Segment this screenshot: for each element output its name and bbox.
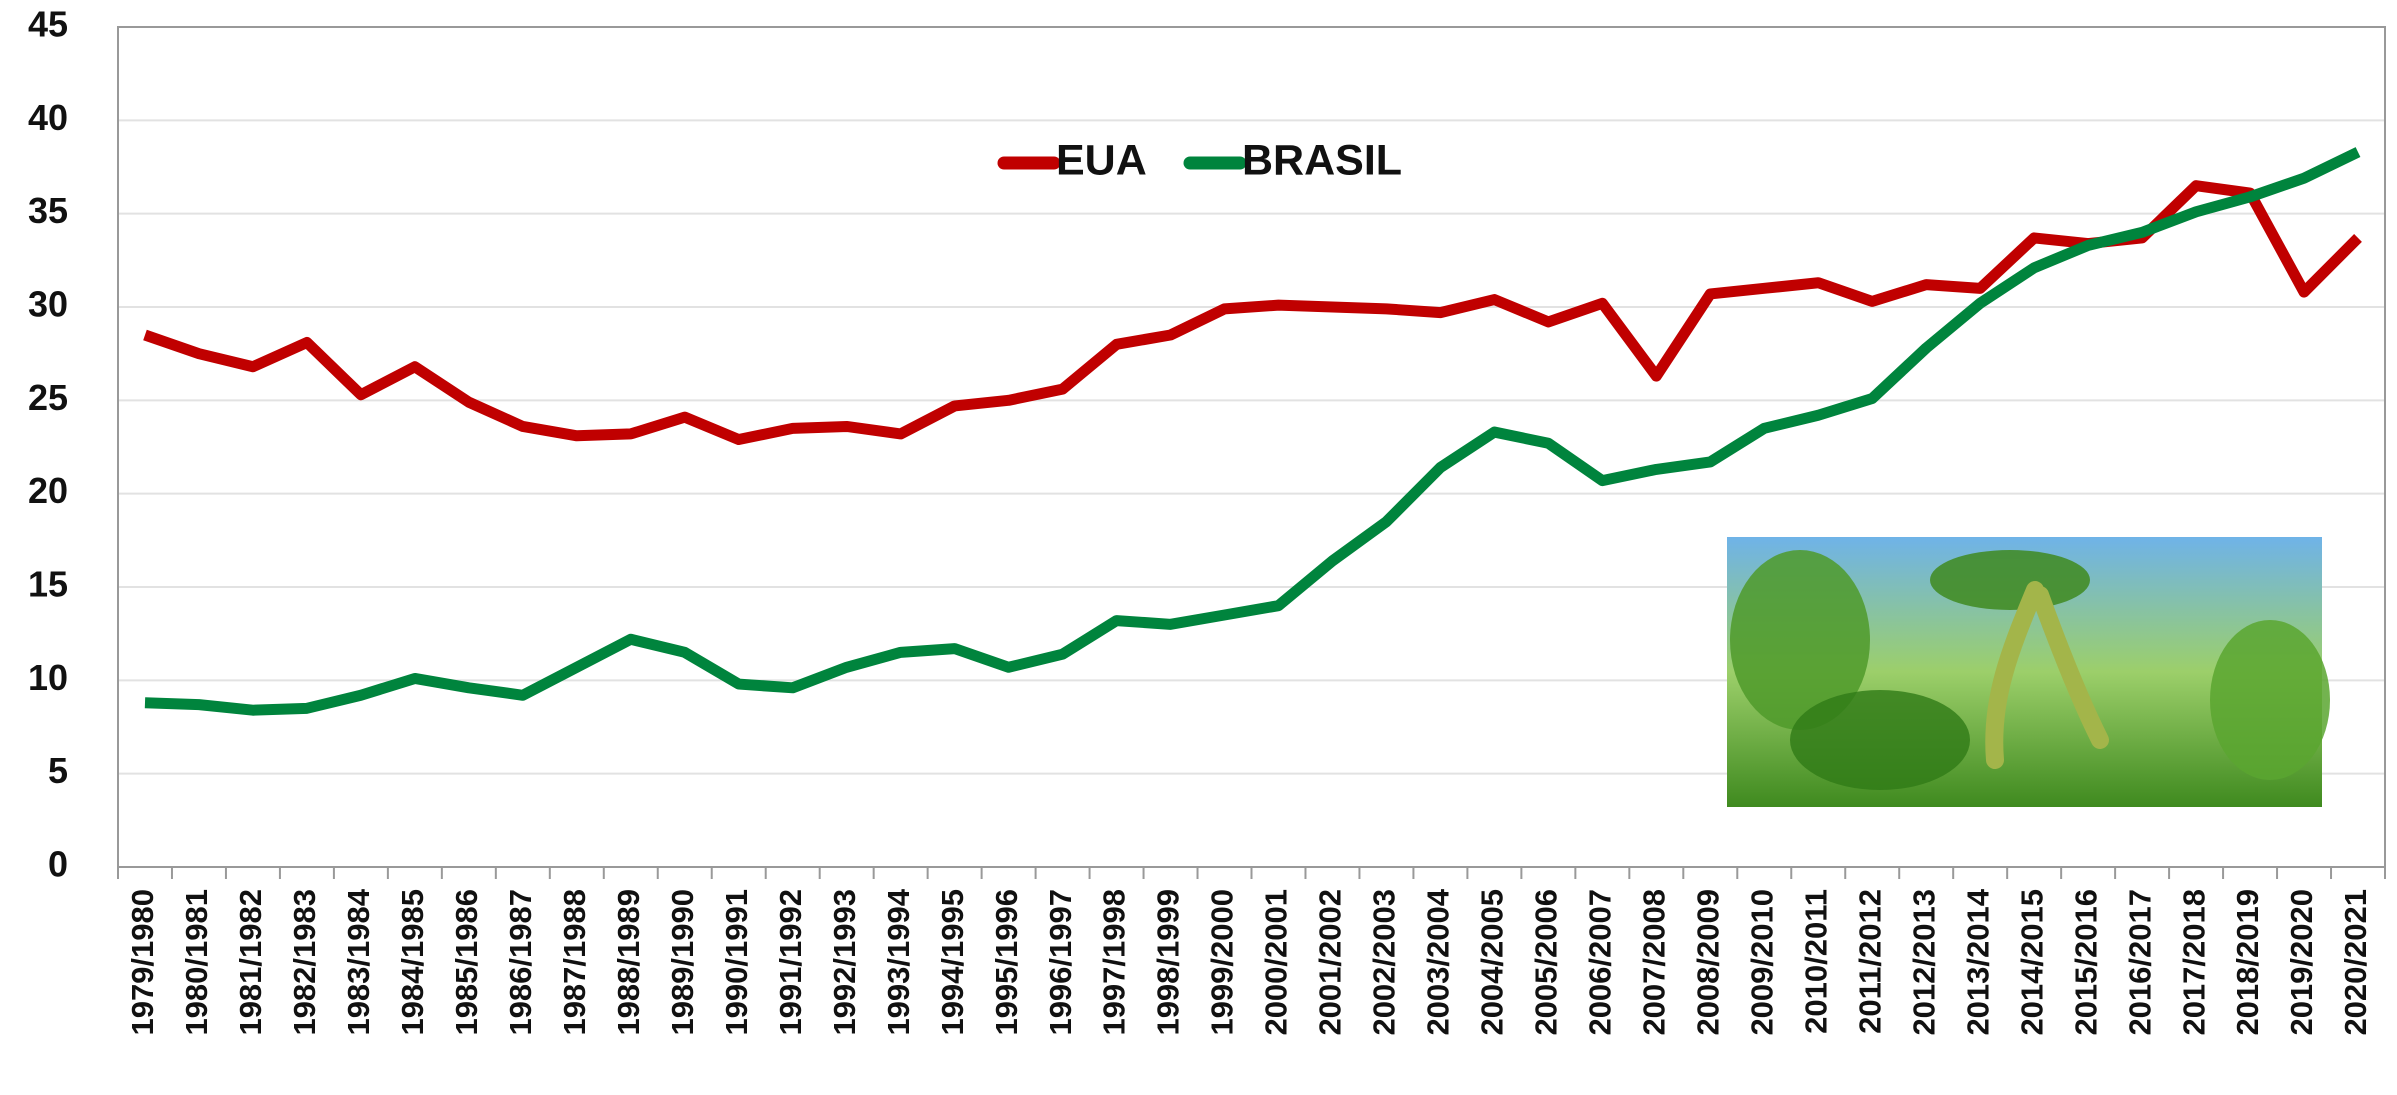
y-tick-label: 10 bbox=[28, 657, 68, 698]
x-tick-label: 1998/1999 bbox=[1151, 889, 1186, 1036]
x-tick-label: 1995/1996 bbox=[989, 889, 1024, 1036]
x-tick-label: 1981/1982 bbox=[233, 889, 268, 1036]
x-tick-label: 2010/2011 bbox=[1798, 889, 1833, 1034]
x-tick-label: 2006/2007 bbox=[1583, 889, 1618, 1036]
x-tick-label: 1992/1993 bbox=[827, 889, 862, 1036]
y-tick-label: 30 bbox=[28, 284, 68, 325]
y-tick-label: 35 bbox=[28, 190, 68, 231]
data-line bbox=[144, 147, 2361, 716]
x-tick-label: 2018/2019 bbox=[2230, 889, 2265, 1036]
x-tick-label: 2013/2014 bbox=[1960, 888, 1995, 1035]
x-tick-label: 2009/2010 bbox=[1744, 889, 1779, 1036]
x-tick-label: 2000/2001 bbox=[1259, 889, 1294, 1036]
y-tick-label: 0 bbox=[48, 844, 68, 885]
x-tick-label: 1984/1985 bbox=[395, 889, 430, 1036]
data-line bbox=[143, 180, 2362, 446]
x-tick-label: 2016/2017 bbox=[2122, 889, 2157, 1036]
x-tick-label: 1986/1987 bbox=[503, 889, 538, 1036]
x-tick-label: 2012/2013 bbox=[1906, 889, 1941, 1036]
x-tick-label: 2015/2016 bbox=[2068, 889, 2103, 1036]
x-tick-label: 1989/1990 bbox=[665, 889, 700, 1036]
x-tick-label: 2011/2012 bbox=[1852, 889, 1887, 1034]
x-tick-label: 1999/2000 bbox=[1205, 889, 1240, 1036]
x-tick-label: 2002/2003 bbox=[1367, 889, 1402, 1036]
y-tick-label: 20 bbox=[28, 470, 68, 511]
x-tick-label: 2007/2008 bbox=[1637, 889, 1672, 1036]
x-tick-label: 1997/1998 bbox=[1097, 889, 1132, 1036]
y-tick-label: 15 bbox=[28, 564, 68, 605]
x-tick-label: 1988/1989 bbox=[611, 889, 646, 1036]
y-tick-label: 5 bbox=[48, 750, 68, 791]
x-tick-label: 2014/2015 bbox=[2014, 889, 2049, 1036]
x-tick-label: 2005/2006 bbox=[1529, 889, 1564, 1036]
x-tick-label: 2008/2009 bbox=[1690, 889, 1725, 1036]
x-tick-label: 1987/1988 bbox=[557, 889, 592, 1036]
y-tick-label: 40 bbox=[28, 97, 68, 138]
x-tick-label: 1980/1981 bbox=[179, 889, 214, 1036]
x-tick-label: 2003/2004 bbox=[1421, 888, 1456, 1035]
x-tick-label: 1994/1995 bbox=[935, 889, 970, 1036]
x-tick-label: 2017/2018 bbox=[2176, 889, 2211, 1036]
x-tick-label: 1982/1983 bbox=[287, 889, 322, 1036]
x-tick-label: 1990/1991 bbox=[719, 889, 754, 1036]
legend-label: BRASIL bbox=[1242, 136, 1402, 184]
x-tick-label: 1983/1984 bbox=[341, 888, 376, 1035]
x-tick-label: 1996/1997 bbox=[1043, 889, 1078, 1036]
x-tick-label: 2001/2002 bbox=[1313, 889, 1348, 1036]
x-tick-label: 2020/2021 bbox=[2338, 889, 2373, 1036]
x-tick-label: 1985/1986 bbox=[449, 889, 484, 1036]
soy-photo bbox=[1727, 537, 2330, 807]
y-tick-label: 45 bbox=[28, 4, 68, 45]
legend-label: EUA bbox=[1056, 136, 1147, 184]
x-tick-label: 1979/1980 bbox=[125, 889, 160, 1036]
y-tick-label: 25 bbox=[28, 377, 68, 418]
x-tick-label: 2019/2020 bbox=[2284, 889, 2319, 1036]
x-tick-label: 1993/1994 bbox=[881, 888, 916, 1035]
x-tick-label: 2004/2005 bbox=[1475, 889, 1510, 1036]
x-tick-label: 1991/1992 bbox=[773, 889, 808, 1036]
